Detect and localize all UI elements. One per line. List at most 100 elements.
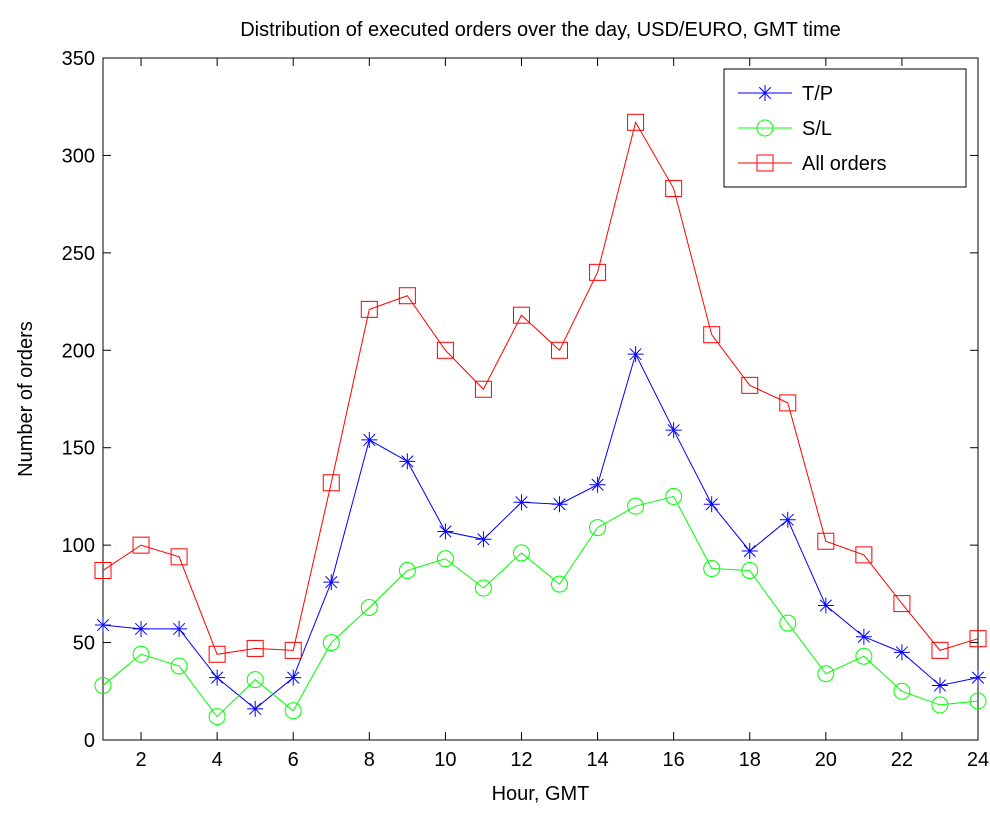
series-1-point <box>133 620 150 637</box>
series-2-point <box>360 598 378 616</box>
series-1-point-stroke <box>363 433 376 447</box>
series-layer <box>94 113 987 726</box>
series-2-point <box>703 560 721 578</box>
series-2-point <box>665 487 683 505</box>
series-2-point <box>893 682 911 700</box>
series-1-point <box>171 620 188 637</box>
series-2-point <box>627 497 645 515</box>
series-1-point <box>475 531 492 548</box>
series-3-point <box>94 561 112 579</box>
series-1-point-stroke <box>172 622 186 636</box>
chart-title: Distribution of executed orders over the… <box>240 19 841 41</box>
legend-entry-2: S/L <box>738 118 832 140</box>
series-2-point <box>474 579 492 597</box>
series-1-point-stroke <box>819 599 832 612</box>
y-tick-label: 300 <box>62 145 95 167</box>
series-1-point <box>970 669 986 686</box>
y-tick-label: 150 <box>62 438 95 460</box>
x-tick-label: 20 <box>815 749 837 771</box>
legend: T/P S/L All orders <box>723 68 967 188</box>
series-1-point-stroke <box>287 671 300 684</box>
series-1-point <box>779 511 796 528</box>
series-2-point <box>322 634 340 652</box>
legend-entry-2-marker <box>756 119 774 137</box>
x-tick-label: 22 <box>891 749 913 771</box>
series-1-point <box>361 431 378 448</box>
series-1-point-stroke <box>705 498 718 511</box>
series-2-point <box>931 696 949 714</box>
series-3-point <box>855 546 873 564</box>
y-tick-label: 0 <box>84 730 95 752</box>
series-2-point <box>436 550 454 568</box>
y-axis-label: Number of orders <box>15 321 37 477</box>
series-3-point <box>360 300 378 318</box>
series-3-point <box>208 645 226 663</box>
series-1-point-stroke <box>667 424 680 437</box>
series-3-point <box>512 306 530 324</box>
series-1-point <box>95 617 111 634</box>
x-axis-ticks: 2 4 6 8 10 12 14 16 18 20 22 24 <box>135 58 989 771</box>
series-1-point <box>399 453 416 470</box>
series-2-point <box>551 575 569 593</box>
series-2-point <box>170 657 188 675</box>
series-1-point-stroke <box>249 702 262 715</box>
series-1-point <box>551 496 568 513</box>
series-1-point-stroke <box>477 533 490 546</box>
series-1-point-stroke <box>515 496 528 509</box>
series-3-point <box>779 394 797 412</box>
series-2-line <box>102 495 979 718</box>
series-1-point <box>437 523 454 540</box>
series-3-point <box>284 641 302 659</box>
x-tick-label: 14 <box>586 749 608 771</box>
x-axis-label: Hour, GMT <box>492 783 590 805</box>
x-tick-label: 24 <box>967 749 989 771</box>
series-1-point <box>893 644 910 661</box>
y-axis-ticks: 0 50 100 150 200 250 300 350 <box>62 48 978 752</box>
series-1-point-stroke <box>401 455 414 468</box>
series-1-point <box>855 628 872 645</box>
x-tick-label: 16 <box>663 749 685 771</box>
x-tick-label: 4 <box>212 749 223 771</box>
series-1-point <box>209 669 226 686</box>
series-1-point-stroke <box>96 618 110 632</box>
x-tick-label: 12 <box>510 749 532 771</box>
series-3-line <box>102 120 979 655</box>
series-3-point <box>322 474 340 492</box>
series-1-point <box>589 476 606 493</box>
series-2-point <box>398 561 416 579</box>
legend-entry-3-marker <box>756 154 774 172</box>
series-1-point-stroke <box>857 630 870 643</box>
series-2-point <box>589 519 607 537</box>
series-1-point-stroke <box>134 622 148 636</box>
y-tick-label: 50 <box>73 633 95 655</box>
x-tick-label: 18 <box>739 749 761 771</box>
series-3-point <box>170 548 188 566</box>
series-3-point <box>741 376 759 394</box>
series-3-point <box>474 380 492 398</box>
series-1-line <box>102 352 979 710</box>
y-tick-label: 350 <box>62 48 95 70</box>
series-1-point <box>323 574 340 591</box>
series-1-point <box>627 346 644 363</box>
series-1-point-stroke <box>971 671 985 684</box>
series-2-point <box>817 665 835 683</box>
series-1-point <box>285 669 302 686</box>
legend-entry-3-label: All orders <box>802 153 886 175</box>
legend-entry-1-label: T/P <box>802 83 833 105</box>
y-tick-label: 250 <box>62 243 95 265</box>
legend-entry-3: All orders <box>738 153 886 175</box>
series-1-point-stroke <box>553 498 566 511</box>
series-3-point <box>589 263 607 281</box>
series-1-point-stroke <box>325 576 338 589</box>
series-3-point <box>551 341 569 359</box>
legend-entry-2-label: S/L <box>802 118 832 140</box>
legend-entry-1: T/P <box>738 83 833 105</box>
series-3-point <box>246 639 264 657</box>
legend-entry-1-marker-stroke <box>758 86 772 100</box>
series-1-point-stroke <box>439 525 452 538</box>
series-1 <box>95 346 986 717</box>
series-2-point <box>779 614 797 632</box>
series-2-point <box>284 702 302 720</box>
